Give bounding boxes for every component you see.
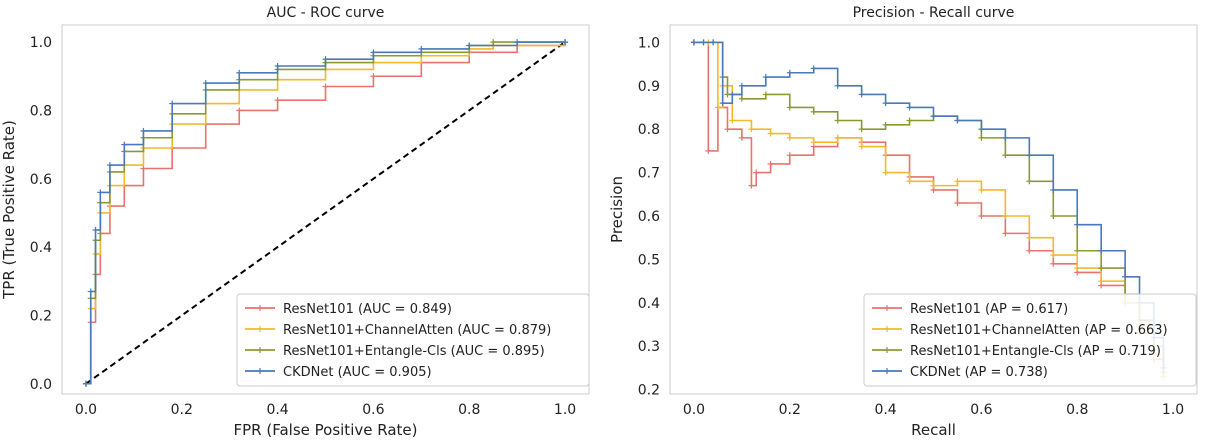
legend-entry: ResNet101+ChannelAtten (AP = 0.663)	[910, 323, 1168, 338]
legend-entry: ResNet101+Entangle-Cls (AUC = 0.895)	[283, 344, 545, 359]
x-tick-label: 0.2	[779, 402, 801, 418]
y-axis-label: Precision	[608, 176, 626, 243]
series-line	[693, 41, 1165, 377]
x-tick-label: 1.0	[554, 402, 576, 418]
x-tick-label: 0.8	[1066, 402, 1088, 418]
legend-entry: ResNet101+ChannelAtten (AUC = 0.879)	[283, 323, 551, 338]
y-tick-label: 0.9	[638, 79, 660, 95]
chart-title: Precision - Recall curve	[853, 5, 1015, 21]
legend-box	[863, 293, 1197, 387]
x-tick-label: 0.6	[970, 402, 992, 418]
y-tick-label: 0.4	[30, 240, 52, 256]
chart-title: AUC - ROC curve	[267, 5, 385, 21]
x-tick-label: 0.6	[362, 402, 384, 418]
x-tick-label: 0.0	[75, 402, 97, 418]
legend: ResNet101 (AUC = 0.849) ResNet101+Channel…	[236, 293, 590, 387]
y-axis-label: TPR (True Positive Rate)	[0, 120, 18, 300]
series-2	[690, 39, 1167, 380]
y-tick-label: 0.3	[638, 339, 660, 355]
legend-entry: CKDNet (AP = 0.738)	[910, 365, 1048, 380]
baseline-diagonal	[85, 41, 566, 385]
x-tick-label: 0.4	[874, 402, 896, 418]
x-tick-label: 0.4	[266, 402, 288, 418]
legend-entry: ResNet101 (AUC = 0.849)	[283, 302, 452, 317]
legend-entry: ResNet101 (AP = 0.617)	[910, 302, 1068, 317]
x-tick-label: 1.0	[1162, 402, 1184, 418]
series-4	[82, 39, 569, 387]
legend: ResNet101 (AP = 0.617) ResNet101+ChannelA…	[863, 293, 1197, 387]
legend-entry: CKDNet (AUC = 0.905)	[283, 365, 432, 380]
x-tick-label: 0.2	[171, 402, 193, 418]
x-tick-label: 0.0	[683, 402, 705, 418]
y-tick-label: 0.8	[638, 122, 660, 138]
y-tick-label: 0.2	[30, 308, 52, 324]
y-tick-label: 0.6	[30, 172, 52, 188]
y-tick-label: 0.4	[638, 296, 660, 312]
y-tick-label: 1.0	[30, 35, 52, 51]
x-axis-label: Recall	[911, 421, 956, 439]
y-tick-label: 0.0	[30, 377, 52, 393]
y-tick-label: 0.8	[30, 103, 52, 119]
x-axis-label: FPR (False Positive Rate)	[234, 421, 418, 439]
chart-2: Precision - Recall curve 0.0 0.2 0.4 0.6 0.8 1…	[608, 5, 1198, 439]
y-tick-label: 0.7	[638, 166, 660, 182]
y-tick-label: 0.5	[638, 252, 660, 268]
y-tick-label: 0.2	[638, 383, 660, 399]
x-tick-label: 0.8	[458, 402, 480, 418]
legend-entry: ResNet101+Entangle-Cls (AP = 0.719)	[910, 344, 1161, 359]
y-tick-label: 0.6	[638, 209, 660, 225]
chart-1: AUC - ROC curve 0.0 0.2 0.4 0.6 0.8 1.0 0.0 0.2 0…	[0, 5, 590, 439]
legend-box	[236, 293, 590, 387]
y-tick-label: 1.0	[638, 35, 660, 51]
